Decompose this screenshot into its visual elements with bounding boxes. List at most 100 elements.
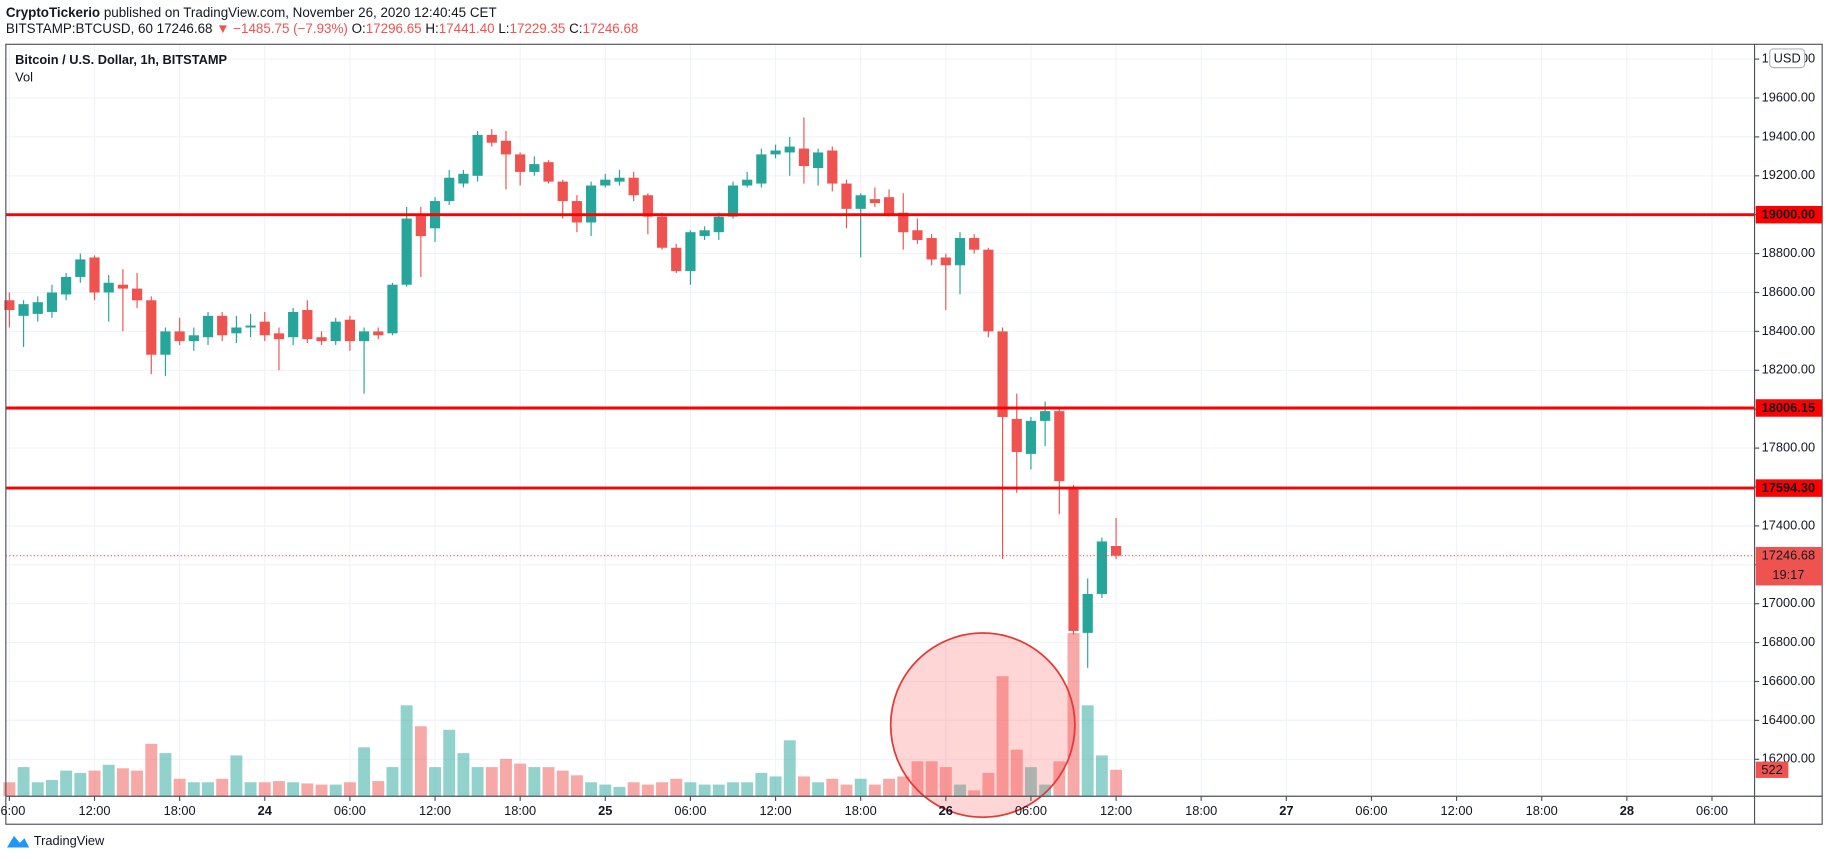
volume-bar: [897, 776, 910, 797]
candle-body: [202, 315, 214, 338]
volume-bar: [670, 778, 683, 797]
volume-bar: [244, 782, 257, 797]
y-tick-label: 17000.00: [1762, 595, 1815, 610]
candle-body: [1040, 411, 1051, 421]
candle-body: [288, 311, 299, 338]
candle-body: [940, 257, 951, 266]
candle-body: [46, 292, 58, 312]
volume-bar: [429, 767, 441, 797]
y-tick-label: 16400.00: [1762, 712, 1815, 727]
x-tick-label: 18:00: [164, 803, 196, 818]
candle-body: [231, 327, 242, 334]
candle-body: [642, 195, 653, 217]
candle-body: [841, 183, 852, 209]
candle-body: [387, 284, 398, 334]
axis-layer: 19800.0019600.0019400.0019200.0019000.00…: [0, 50, 1823, 818]
countdown: 19:17: [1772, 567, 1804, 582]
volume-label: 522: [1761, 762, 1782, 777]
candle-body: [188, 335, 199, 342]
candle-body: [61, 276, 72, 295]
candle-body: [373, 331, 384, 336]
candle-body: [1082, 593, 1093, 633]
x-tick-label: 06:00: [0, 803, 25, 818]
candle-body: [174, 331, 185, 342]
last-price-label: 17246.68: [1762, 548, 1815, 563]
volume-bar: [386, 767, 399, 797]
candle-body: [798, 148, 810, 167]
last: 17246.68: [157, 21, 213, 36]
volume-bar: [627, 782, 640, 797]
level-layer: [5, 213, 1755, 557]
volume-bar: [883, 778, 896, 797]
volume-bar: [755, 772, 768, 797]
volume-bar: [315, 784, 328, 797]
volume-bar: [500, 758, 512, 797]
volume-bar: [514, 763, 527, 797]
candle-body: [500, 140, 512, 155]
candle-body: [415, 214, 426, 237]
volume-bar: [868, 784, 881, 797]
volume-bar: [471, 767, 484, 797]
volume-label-box: [1755, 761, 1789, 778]
candle-body: [316, 337, 327, 342]
candle-body: [1011, 418, 1022, 452]
volume-bar: [258, 782, 271, 797]
level-label-box: [1755, 205, 1823, 224]
volume-bar: [287, 782, 300, 797]
candle-body: [103, 282, 114, 293]
volume-bar: [684, 782, 697, 797]
volume-bar: [116, 768, 129, 797]
volume-bar: [343, 782, 356, 797]
volume-bar: [216, 778, 229, 797]
candle-body: [273, 333, 285, 340]
x-tick-label: 18:00: [504, 803, 536, 818]
volume-bar: [854, 778, 867, 797]
volume-bar: [485, 767, 498, 797]
candle-body: [1110, 545, 1122, 556]
volume-bar: [826, 778, 839, 797]
highlight-circle: [889, 632, 1076, 819]
candle-body: [75, 259, 86, 277]
level-label-box: [1755, 479, 1823, 497]
volume-bar: [230, 755, 243, 797]
y-tick-label: 18200.00: [1762, 362, 1815, 377]
y-tick-label: 18400.00: [1762, 323, 1815, 338]
level-label: 18006.15: [1762, 400, 1815, 415]
volume-bar: [17, 767, 30, 797]
o-label: O:: [352, 21, 366, 36]
volume-bar: [3, 782, 16, 797]
volume-bar: [102, 764, 115, 797]
volume-bar: [954, 784, 966, 797]
l-label: L:: [498, 21, 509, 36]
x-tick-label: 06:00: [1015, 803, 1047, 818]
candle-body: [131, 288, 143, 301]
c-label: C:: [569, 21, 582, 36]
volume-title: Vol: [15, 69, 33, 84]
volume-bar: [528, 767, 541, 797]
candle-body: [32, 302, 43, 314]
c-value: 17246.68: [583, 21, 639, 36]
candle-body: [571, 201, 583, 223]
candle-body: [997, 331, 1008, 417]
x-tick-label: 12:00: [419, 803, 451, 818]
brand: TradingView: [34, 833, 105, 848]
candle-body: [699, 230, 710, 237]
level-label: 19000.00: [1762, 207, 1815, 222]
volume-bar: [968, 790, 981, 797]
y-tick-label: 19600.00: [1762, 89, 1815, 104]
volume-bar: [31, 782, 44, 797]
volume-bar: [372, 781, 385, 797]
currency-badge[interactable]: [1769, 48, 1806, 69]
candle-body: [1054, 411, 1065, 482]
published: published on TradingView.com, November 2…: [104, 4, 497, 19]
x-tick-label: 06:00: [1696, 803, 1728, 818]
y-tick-label: 17800.00: [1762, 439, 1815, 454]
candle-body: [486, 134, 497, 143]
volume-bar: [1024, 767, 1037, 797]
candle-body: [1025, 420, 1037, 454]
volume-bar: [982, 772, 995, 797]
candle-body: [713, 216, 724, 233]
candle-body: [656, 216, 668, 248]
volume-bar: [656, 782, 669, 797]
